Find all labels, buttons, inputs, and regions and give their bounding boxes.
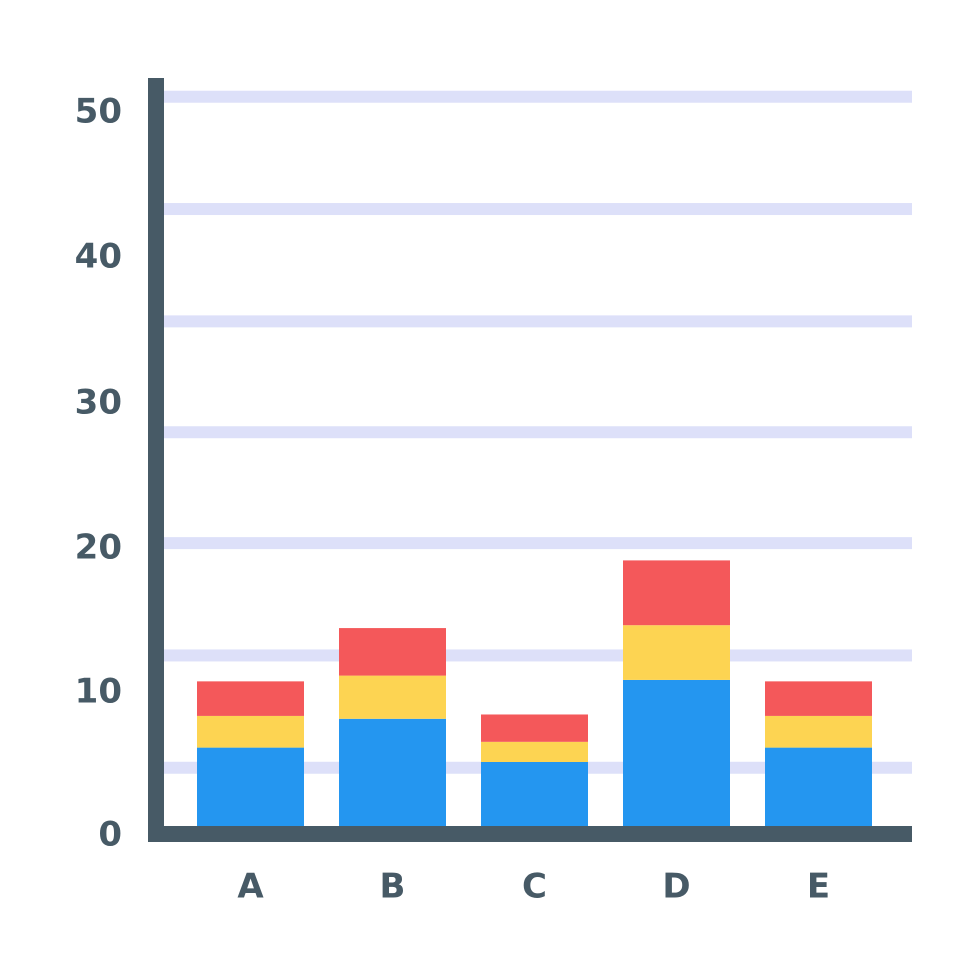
x-tick-label-C: C — [522, 867, 547, 907]
y-tick-label-30: 30 — [75, 383, 122, 423]
bar-D-segment-1 — [623, 679, 730, 834]
bar-D-segment-3 — [623, 560, 730, 626]
bar-A-segment-1 — [197, 747, 304, 834]
bar-A-segment-3 — [197, 681, 304, 716]
bar-B-segment-3 — [339, 628, 446, 676]
y-tick-labels: 0 10 20 30 40 50 — [75, 92, 122, 855]
x-tick-label-D: D — [662, 867, 690, 907]
y-tick-label-0: 0 — [98, 815, 122, 855]
y-tick-label-40: 40 — [75, 237, 122, 277]
gridline-5 — [156, 203, 912, 216]
bar-C-segment-1 — [481, 762, 588, 834]
x-axis-line — [148, 826, 912, 842]
bar-B-segment-2 — [339, 675, 446, 719]
bars — [197, 560, 872, 834]
x-tick-labels: A B C D E — [237, 867, 830, 907]
y-tick-label-50: 50 — [75, 92, 122, 132]
bar-C-segment-3 — [481, 714, 588, 742]
x-tick-label-B: B — [380, 867, 406, 907]
bar-E-segment-2 — [765, 715, 872, 748]
x-tick-label-A: A — [237, 867, 264, 907]
gridlines — [156, 90, 912, 774]
gridline-4 — [156, 315, 912, 328]
gridline-1 — [156, 649, 912, 662]
axes — [148, 78, 912, 842]
bar-C-segment-2 — [481, 741, 588, 762]
y-tick-label-10: 10 — [75, 672, 122, 712]
gridline-2 — [156, 537, 912, 550]
gridline-3 — [156, 426, 912, 439]
bar-E-segment-1 — [765, 747, 872, 834]
x-tick-label-E: E — [807, 867, 830, 907]
bar-B-segment-1 — [339, 718, 446, 834]
y-axis-line — [148, 78, 164, 842]
bar-D-segment-2 — [623, 625, 730, 680]
y-tick-label-20: 20 — [75, 528, 122, 568]
bar-A-segment-2 — [197, 715, 304, 748]
bar-E-segment-3 — [765, 681, 872, 716]
gridline-6 — [156, 90, 912, 103]
